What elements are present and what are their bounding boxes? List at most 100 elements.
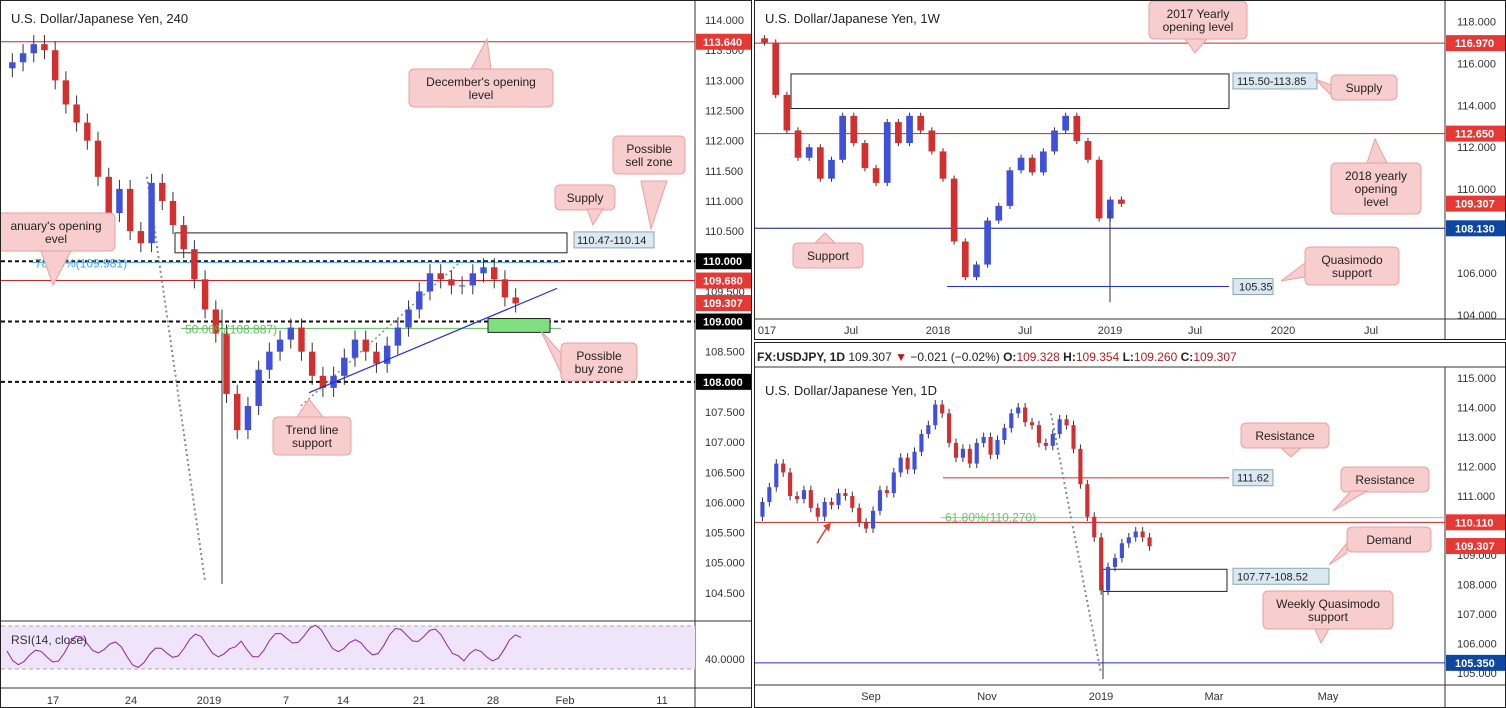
d1-candle [864,522,869,529]
w1-price-label: 116.970 [1455,38,1494,50]
h4-candle [137,231,145,244]
h4-callout-buy-zone-text: Possible [576,349,622,363]
h4-candle [19,53,27,63]
d1-y-tick-label: 108.000 [1457,580,1497,592]
d1-candle [788,472,793,497]
h4-candle [351,339,359,358]
h4-candle [116,188,123,213]
daily-chart: 115.000114.000113.000112.000111.000110.0… [755,366,1505,707]
w1-candle [1040,151,1047,173]
weekly-chart-panel[interactable]: 118.000116.000114.000112.000110.000108.0… [754,0,1506,340]
h4-candle [491,267,498,280]
h4-y-tick-label: 107.000 [705,437,745,449]
d1-callout-resistance-1-pointer [1279,447,1303,458]
h4-callout-sell-zone-pointer [640,180,668,231]
d1-candle [919,434,924,452]
d1-candle [905,457,910,470]
d1-callout-resistance-2-box [1340,466,1430,493]
h4-price-label-bg [696,33,751,50]
d1-y-tick-label: 107.000 [1457,609,1497,621]
d1-candle [995,439,1000,455]
h4-y-tick-label: 111.500 [705,166,743,178]
h4-y-tick-label: 111.000 [705,196,743,208]
w1-callout-2017-text: opening level [1163,20,1234,34]
h4-supply-zone [174,232,568,254]
h4-x-tick-label: 7 [283,695,289,707]
h4-candle [105,176,112,213]
d1-y-tick-label: 105.000 [1457,668,1497,680]
h4-candle [298,327,305,352]
w1-y-tick-label: 106.000 [1457,268,1497,280]
h4-fib-dotted-line [146,176,206,581]
w1-price-label-bg [1446,220,1505,237]
d1-y-tick-label: 113.000 [1457,432,1496,444]
h4-x-tick-label: 17 [47,695,59,707]
d1-x-tick-label: Mar [1205,691,1224,703]
d1-candle [933,404,938,426]
h4-callout-january-text: evel [45,232,67,246]
d1-candle [1057,419,1062,435]
h4-candle [362,339,369,352]
h4-y-tick-label: 106.500 [705,467,745,479]
h4-candle [426,273,434,292]
h4-x-tick-label: 21 [413,695,425,707]
d1-candle [1009,413,1014,429]
h4-rsi-line [6,624,522,668]
h4-candle [180,225,187,250]
h4-y-tick-label: 113.000 [705,75,744,87]
d1-candle [1092,516,1097,538]
w1-candle [939,151,947,179]
w1-candle [1006,170,1014,206]
d1-y-tick-label: 115.000 [1457,373,1496,385]
low-value: 109.260 [1133,350,1178,364]
h4-candle [458,285,466,287]
d1-candle [1036,425,1042,443]
h4-candle [159,182,166,201]
h4-candle [169,200,177,226]
h4-callout-december-text: level [469,88,494,102]
w1-callout-support-pointer [813,232,837,244]
w1-candle [828,159,835,179]
h4-callout-sell-zone-box [612,135,686,175]
d1-demand-label: 107.77-108.52 [1237,571,1308,583]
w1-x-tick-label: 2019 [1098,325,1122,337]
h4-candle [9,62,16,69]
w1-candle [1062,115,1070,131]
h4-candle [373,351,380,364]
h4-candle [383,345,391,364]
w1-candle [917,115,925,131]
high-value: 109.354 [1075,350,1120,364]
h4-candle [448,279,455,286]
h4-callout-supply-box [554,184,616,211]
h4-candle [41,44,48,51]
w1-candle [861,143,869,169]
d1-candle [953,442,959,458]
d1-y-tick-label: 111.000 [1457,491,1495,503]
h4-candle [84,122,91,141]
d1-candle [1002,428,1007,440]
h4-y-tick-label: 108.500 [705,347,745,359]
d1-callout-resistance-2-pointer [1332,490,1369,512]
h4-price-label: 109.000 [703,317,743,329]
h4-candle [30,44,37,54]
weekly-chart: 118.000116.000114.000112.000110.000108.0… [755,1,1505,339]
h4-y-tick-label: 104.500 [705,588,745,600]
daily-chart-panel[interactable]: FX:USDJPY, 1D 109.307 ▼ −0.021 (−0.02%) … [754,342,1506,708]
w1-y-tick-label: 116.000 [1457,58,1496,70]
d1-demand-label-bg [1232,567,1330,585]
w1-candle [805,147,813,158]
d1-candle [1147,537,1152,547]
h4-y-tick-label: 106.000 [705,497,745,509]
w1-candle [1095,159,1103,219]
d1-candle [781,463,786,473]
h4-candle [94,140,102,177]
w1-price-label-bg [1446,125,1505,142]
w1-price-label: 112.650 [1455,129,1494,141]
d1-candle [1140,531,1145,538]
h4-candle [244,405,252,431]
h4-candle [319,375,327,388]
w1-candle [973,264,980,278]
d1-candle [815,507,820,517]
h4-chart-panel[interactable]: 114.000 113.500 113.000 112.500 112.000 111.5… [0,0,752,708]
d1-candle [760,501,765,517]
